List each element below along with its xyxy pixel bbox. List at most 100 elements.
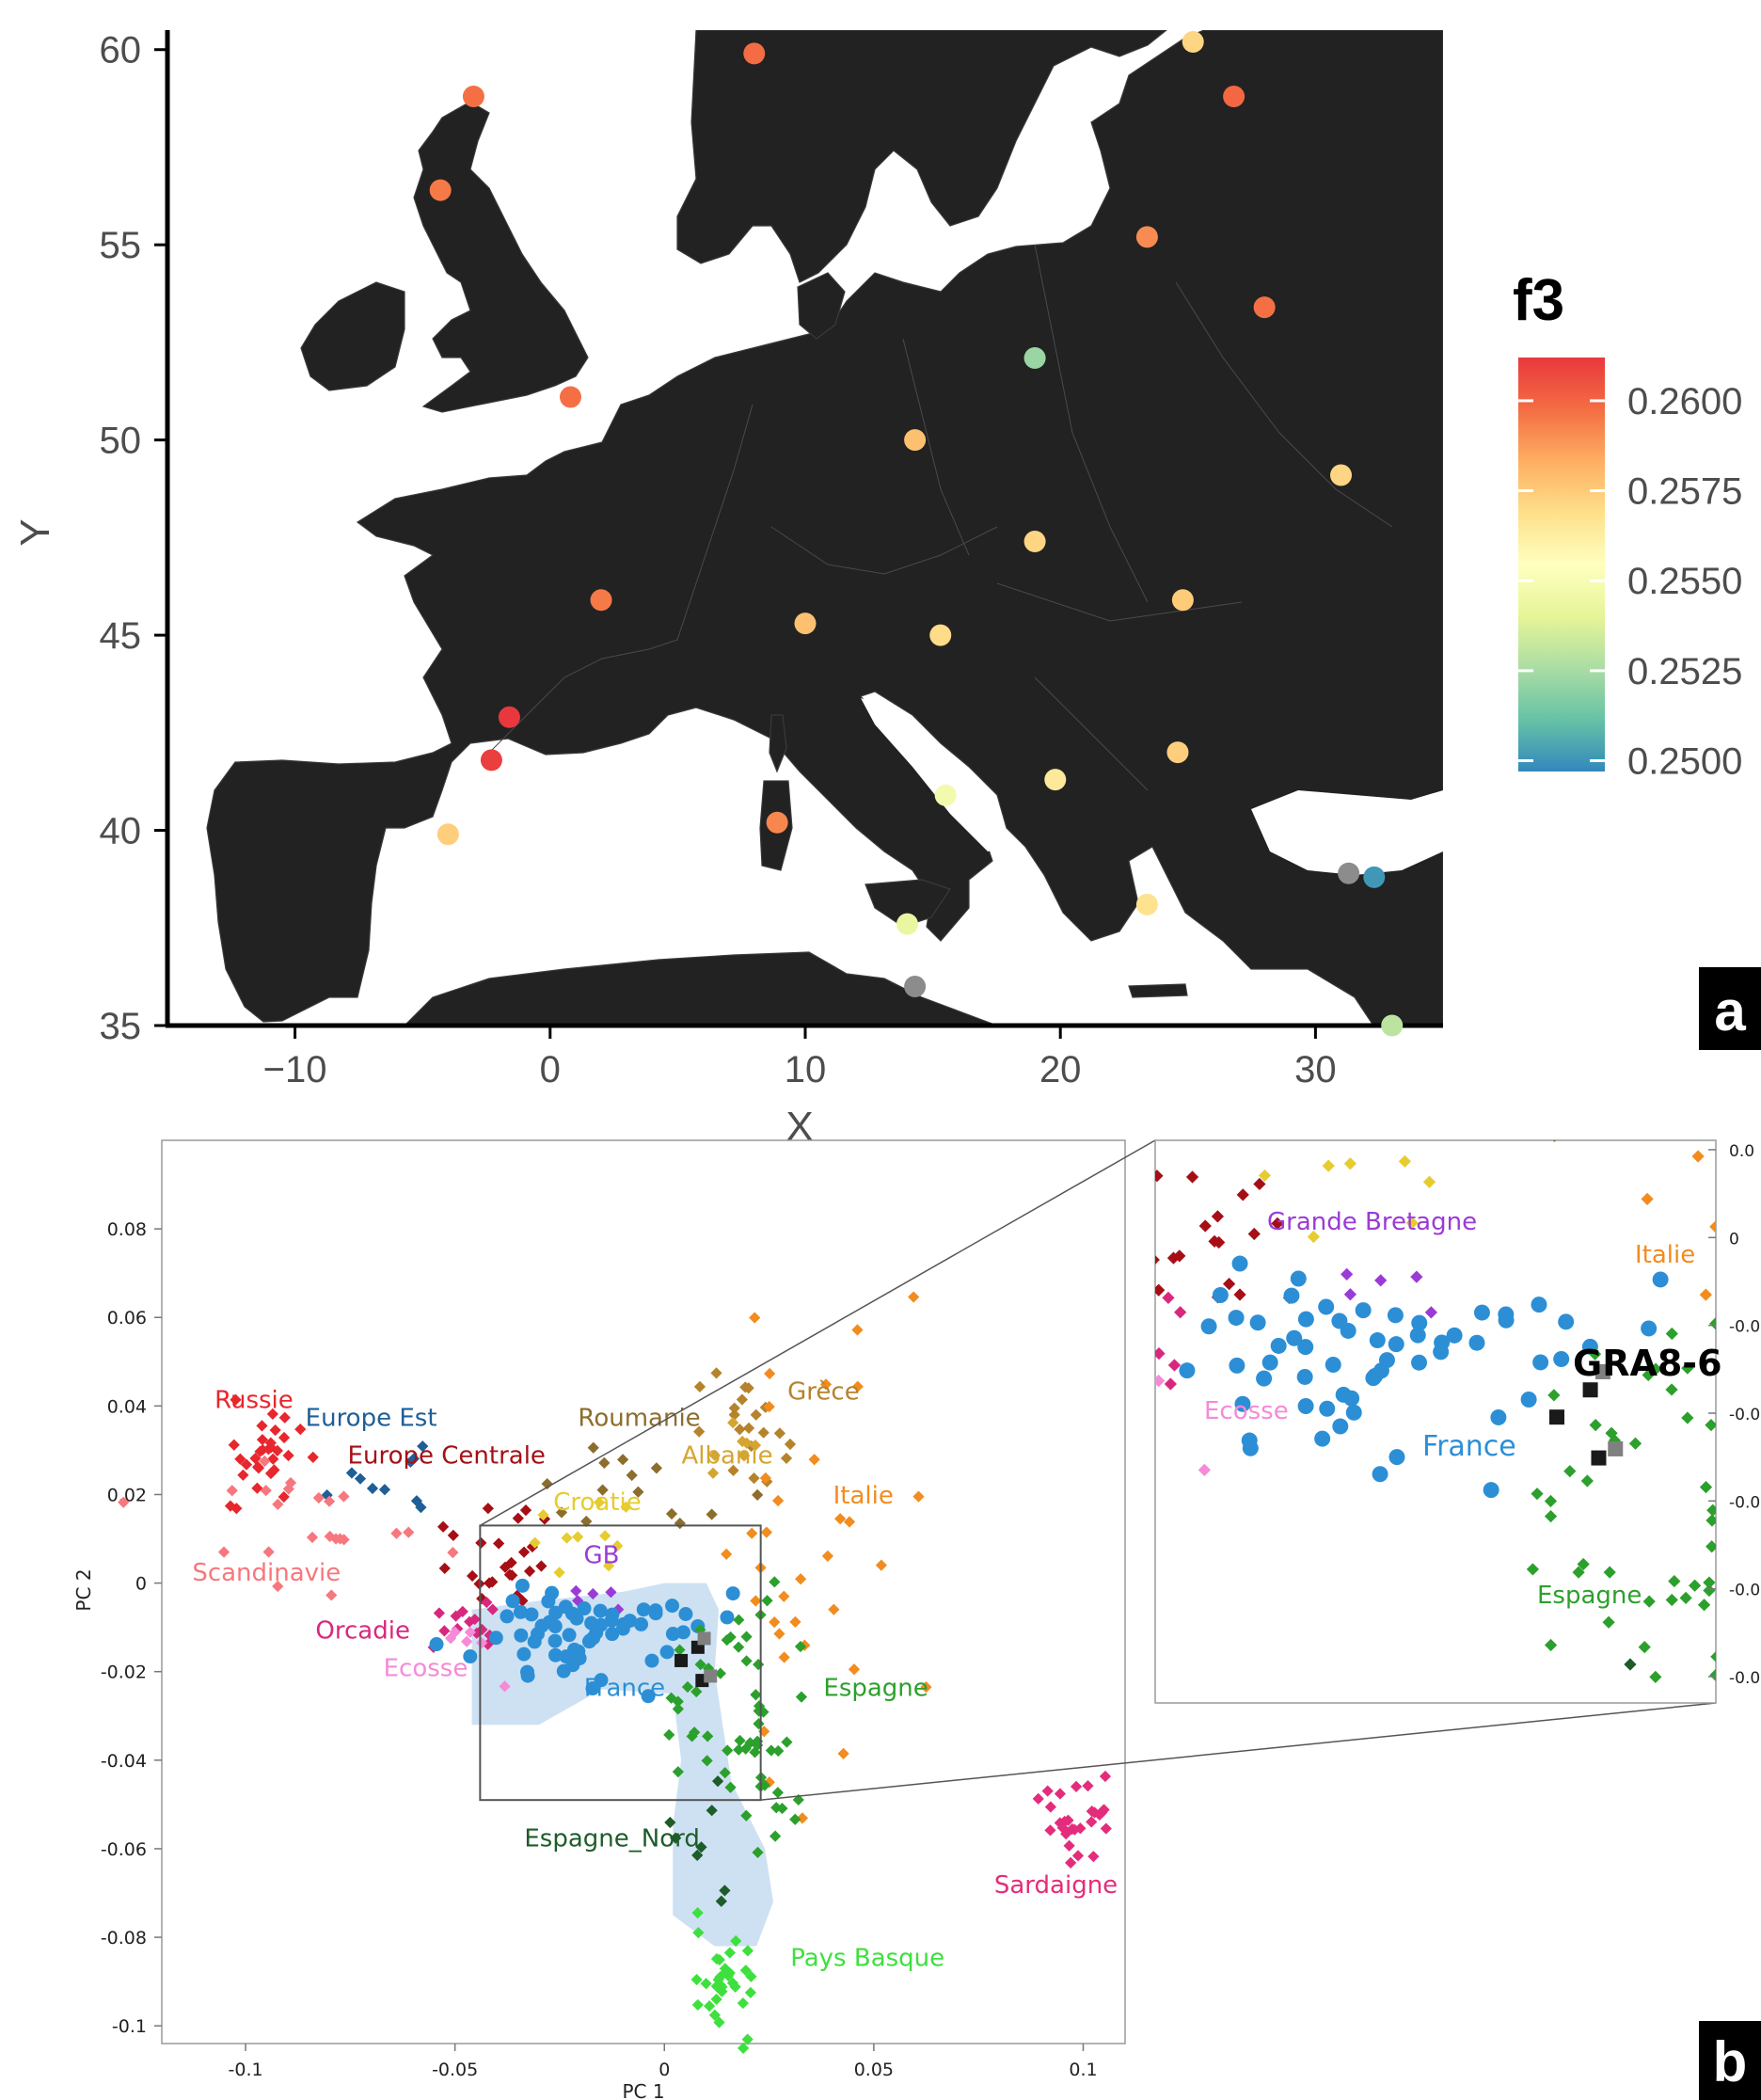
pca-point <box>1086 1816 1098 1828</box>
group-label: Scandinavie <box>192 1559 341 1587</box>
pca-point <box>648 1606 663 1621</box>
pca-x-tick-label: 0.05 <box>854 2060 894 2080</box>
f3-point <box>794 612 817 635</box>
colorbar-tick-label: 0.2575 <box>1627 471 1742 513</box>
f3-point <box>1023 531 1046 553</box>
group-label: Espagne <box>823 1675 928 1703</box>
group-label: Italie <box>833 1482 894 1510</box>
border-line <box>1034 676 1149 791</box>
f3-point <box>1044 769 1067 791</box>
pca-point <box>681 1680 694 1694</box>
pca-point <box>821 1550 834 1563</box>
pca-y-tick-label: -0.08 <box>101 1928 147 1949</box>
pca-point <box>724 1781 737 1793</box>
inset-point <box>1277 1121 1290 1133</box>
inset-point <box>1253 1177 1266 1191</box>
inset-sample-marker <box>1608 1440 1624 1456</box>
pca-point <box>714 1667 726 1679</box>
crete-landmass <box>1128 983 1188 998</box>
f3-point <box>766 811 788 834</box>
pca-point <box>740 1437 753 1449</box>
pca-point <box>599 1530 611 1542</box>
inset-point <box>1388 1449 1405 1466</box>
inset-sample-marker <box>1582 1382 1598 1398</box>
ireland-landmass <box>300 281 405 391</box>
pca-point <box>486 1576 499 1588</box>
inset-point <box>1319 1400 1336 1417</box>
pca-point <box>565 1658 580 1673</box>
inset-point <box>1465 1065 1477 1077</box>
inset-point <box>1468 1334 1485 1351</box>
pca-point <box>527 1634 542 1649</box>
pca-point <box>695 1841 707 1853</box>
pca-point <box>694 1658 706 1671</box>
pca-point <box>834 1513 847 1525</box>
pca-point <box>740 1809 753 1822</box>
zoom-inset: 0.0 0 -0.0 -0.0 -0.0 -0.0 -0.0 Grande Bretagne… <box>1138 1065 1760 1704</box>
colorbar-tick-label: 0.2550 <box>1627 561 1742 602</box>
europe-map <box>206 30 1443 1026</box>
group-label: Europe Centrale <box>348 1442 546 1471</box>
pca-point <box>678 1606 693 1621</box>
pca-point <box>734 1424 746 1436</box>
pca-point <box>537 1508 549 1521</box>
inset-point <box>1138 1327 1150 1339</box>
pca-point <box>515 1578 530 1593</box>
border-line <box>676 404 754 641</box>
pca-point <box>541 1594 556 1609</box>
inset-point <box>1558 1313 1575 1330</box>
pca-point <box>547 1647 563 1662</box>
pca-point <box>486 1603 499 1615</box>
pca-point <box>1071 1850 1085 1862</box>
baltic-sea <box>847 198 1025 273</box>
inset-point <box>1611 1111 1624 1123</box>
pca-point <box>706 1467 720 1479</box>
f3-point <box>498 706 520 728</box>
pca-point <box>429 1637 444 1652</box>
inset-point <box>1605 1426 1618 1440</box>
inset-point <box>1307 1230 1320 1244</box>
inset-point <box>1709 1317 1716 1330</box>
pca-point <box>749 1746 761 1758</box>
inset-point <box>1409 1327 1426 1344</box>
inset-point <box>1642 1595 1656 1608</box>
pca-point <box>665 1627 680 1642</box>
x-tick-label: 20 <box>1039 1049 1082 1090</box>
pca-point <box>1044 1824 1056 1837</box>
inset-label-italie: Italie <box>1635 1241 1695 1269</box>
border-line <box>902 338 970 556</box>
pca-point <box>736 1393 748 1406</box>
f3-point <box>1338 862 1360 884</box>
f3-point <box>559 386 581 408</box>
sea-areas <box>847 66 1443 875</box>
group-label: Grèce <box>787 1377 860 1406</box>
inset-point <box>1642 1368 1655 1382</box>
inset-point <box>1341 1267 1354 1281</box>
f3-point <box>1381 1014 1404 1037</box>
inset-right-tick-label: -0.0 <box>1729 1582 1760 1600</box>
inset-point <box>1709 1220 1716 1233</box>
inset-point <box>1200 1318 1217 1335</box>
zoom-box <box>479 1524 762 1802</box>
inset-point <box>1498 1312 1515 1328</box>
inset-point <box>1532 1354 1549 1371</box>
pca-point <box>562 1628 577 1643</box>
f3-point <box>896 913 918 935</box>
pca-x-tick-label: -0.1 <box>229 2060 263 2080</box>
pca-point <box>773 1427 786 1440</box>
border-line <box>1034 244 1149 603</box>
inset-point <box>1270 1337 1287 1354</box>
inset-point <box>1744 1083 1756 1095</box>
adriatic-sea <box>861 698 1011 851</box>
pca-point <box>769 1616 781 1629</box>
f3-point <box>1135 226 1158 248</box>
inset-point <box>1340 1322 1356 1339</box>
colorbar-legend: f3 0.2600 0.2575 0.2550 0.2525 0.2500 <box>1513 268 1742 783</box>
f3-point <box>1135 893 1158 915</box>
inset-point <box>1433 1344 1450 1360</box>
pca-point <box>776 1802 788 1815</box>
inset-point <box>1520 1392 1537 1408</box>
pca-point <box>843 1516 856 1528</box>
